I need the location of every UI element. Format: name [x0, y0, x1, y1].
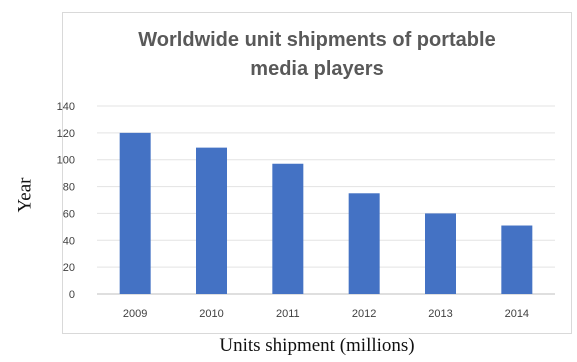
- x-tick-label: 2011: [276, 308, 300, 320]
- y-tick-label: 40: [63, 235, 75, 247]
- y-tick-label: 0: [69, 289, 75, 301]
- bar-2013: [425, 213, 456, 294]
- bar-2014: [501, 225, 533, 294]
- y-tick-label: 80: [63, 182, 75, 194]
- x-tick-label: 2012: [352, 308, 376, 320]
- bar-2012: [348, 193, 380, 294]
- y-tick-label: 60: [63, 208, 75, 220]
- y-tick-label: 140: [57, 101, 75, 113]
- x-tick-label: 2014: [505, 308, 529, 320]
- x-axis-label: Units shipment (millions): [219, 335, 415, 356]
- chart-title: Worldwide unit shipments of portable med…: [138, 29, 496, 80]
- y-tick-label: 120: [57, 128, 75, 140]
- y-axis-label: Year: [14, 177, 36, 213]
- bar-2011: [272, 163, 304, 294]
- x-tick-label: 2010: [199, 308, 223, 320]
- y-tick-label: 20: [63, 262, 75, 274]
- x-tick-label: 2009: [123, 308, 147, 320]
- x-tick-label: 2013: [428, 308, 452, 320]
- y-tick-label: 100: [57, 155, 75, 167]
- bar-2010: [196, 147, 227, 294]
- bar-2009: [119, 132, 151, 294]
